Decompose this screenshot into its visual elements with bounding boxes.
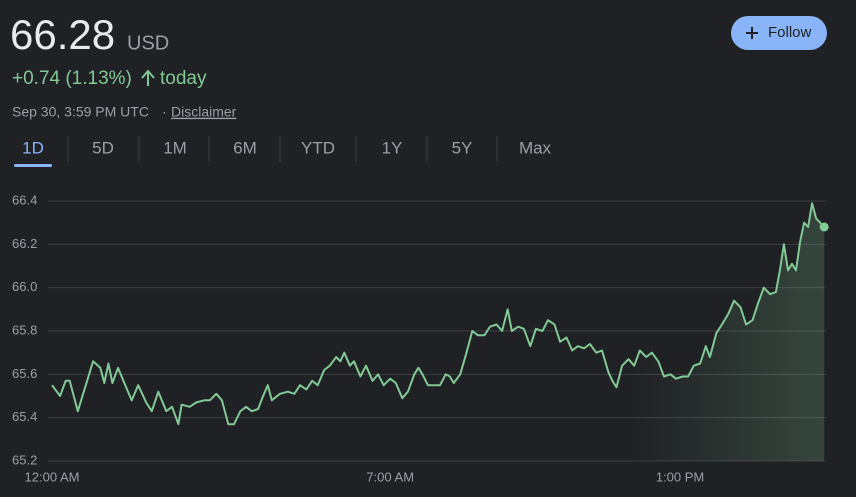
y-tick-label: 65.2 (12, 452, 37, 467)
timestamp: Sep 30, 3:59 PM UTC (12, 104, 149, 120)
y-tick-label: 65.4 (12, 409, 37, 424)
area (52, 203, 825, 461)
y-tick-label: 65.8 (12, 322, 37, 337)
tab[interactable]: 1D (22, 138, 44, 157)
currency: USD (127, 32, 169, 54)
follow-bg[interactable] (731, 16, 827, 50)
tab-indicator (14, 164, 52, 167)
follow-label[interactable]: Follow (768, 24, 812, 41)
change-period: today (160, 68, 207, 89)
x-tick-label: 7:00 AM (366, 469, 414, 484)
x-tick-label: 1:00 PM (656, 469, 704, 484)
tab[interactable]: 6M (233, 138, 257, 157)
separator: · (162, 104, 167, 120)
y-tick-label: 66.2 (12, 236, 37, 251)
tab[interactable]: 5D (92, 138, 114, 157)
tab[interactable]: 1M (163, 138, 187, 157)
tab[interactable]: YTD (301, 138, 335, 157)
price: 66.28 (10, 11, 115, 58)
x-tick-label: 12:00 AM (25, 469, 80, 484)
disclaimer-link[interactable]: Disclaimer (171, 104, 237, 120)
y-label-bg (8, 452, 42, 470)
y-label-bg (8, 192, 42, 210)
y-label-bg (8, 278, 42, 297)
y-label-bg (8, 322, 42, 340)
plot: 65.2 65.4 65.6 65.8 66.0 66.2 66.4 12:00 AM 7:00… (8, 192, 829, 484)
y-label-bg (8, 408, 42, 427)
tab[interactable]: 5Y (452, 138, 473, 157)
last-point (819, 222, 829, 232)
y-tick-label: 65.6 (12, 366, 37, 381)
y-tick-label: 66.0 (12, 279, 37, 294)
plus-icon (746, 27, 758, 39)
tab[interactable]: 1Y (382, 138, 403, 157)
tab[interactable]: Max (519, 138, 552, 157)
tabs: 1D 5D 1M 6M YTD 1Y 5Y Max (14, 136, 552, 167)
follow-button[interactable]: Follow (731, 16, 827, 50)
y-label-bg (8, 235, 42, 254)
y-tick-label: 66.4 (12, 192, 37, 207)
price-line (51, 202, 825, 426)
up-arrow (141, 69, 155, 86)
change: +0.74 (1.13%) (12, 68, 132, 89)
y-label-bg (8, 365, 42, 384)
